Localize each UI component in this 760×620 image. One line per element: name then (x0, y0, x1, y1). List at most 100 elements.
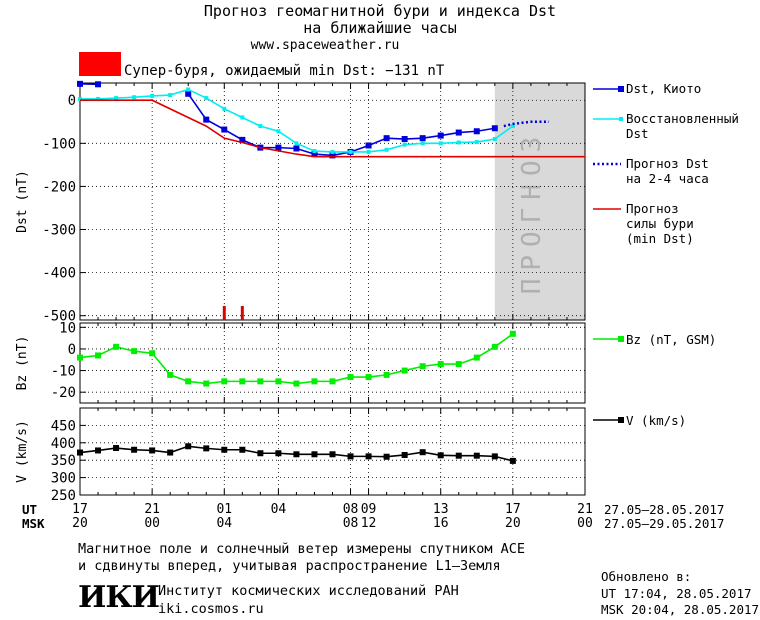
data-point (77, 354, 83, 361)
data-point (474, 140, 479, 145)
y-tick-label: -400 (42, 266, 76, 282)
institute-site[interactable]: iki.cosmos.ru (158, 601, 264, 617)
data-point (221, 126, 228, 133)
data-point (492, 137, 497, 142)
data-point (365, 453, 372, 460)
data-point (294, 141, 299, 146)
msk-tick-label: 20 (72, 516, 88, 531)
msk-tick-label: 00 (144, 516, 160, 531)
iki-logo: ИКИ (78, 580, 160, 615)
data-point (401, 367, 408, 374)
data-point (293, 145, 300, 152)
legend-dst-forecast-2: на 2-4 часа (626, 171, 709, 186)
data-point (473, 452, 480, 459)
data-point (347, 453, 354, 460)
data-point (455, 452, 462, 459)
y-tick-label: -10 (51, 364, 76, 380)
data-point (239, 446, 246, 453)
legend-marker (618, 86, 624, 92)
data-point (419, 135, 426, 142)
data-point (203, 116, 210, 123)
data-point (293, 451, 300, 458)
legend-dst-restored-1: Восстановленный (626, 111, 739, 126)
data-point (311, 151, 318, 158)
y-axis-label: V (km/s) (15, 420, 30, 483)
data-point (455, 129, 462, 136)
msk-date-range: 27.05–29.05.2017 (604, 516, 725, 531)
data-point (275, 378, 282, 385)
data-point (185, 443, 192, 450)
data-point (96, 96, 101, 101)
data-point (77, 80, 83, 87)
legend-storm-forecast-3: (min Dst) (626, 231, 694, 246)
data-point (473, 354, 480, 361)
chart-title: Прогноз геомагнитной бури и индекса Dst (203, 2, 557, 20)
ut-tick-label: 21 (144, 502, 160, 517)
data-point (510, 124, 515, 129)
data-point (222, 106, 227, 111)
data-point (347, 374, 354, 381)
data-point (365, 374, 372, 381)
data-point (167, 449, 174, 456)
legend-dst-kyoto: Dst, Киото (626, 81, 702, 96)
storm-marker (240, 306, 244, 320)
y-tick-label: -300 (42, 223, 76, 239)
data-point (437, 132, 444, 139)
updated-label: Обновлено в: (601, 569, 692, 584)
data-point (239, 378, 246, 385)
ut-tick-label: 08 (343, 502, 359, 517)
data-point (365, 142, 372, 149)
msk-tick-label: 04 (216, 516, 232, 531)
chart-subtitle: на ближайшие часы (303, 19, 457, 37)
data-point (257, 450, 264, 457)
site-url[interactable]: www.spaceweather.ru (250, 38, 400, 53)
data-point (384, 147, 389, 152)
data-point (150, 93, 155, 98)
legend-dst-restored-2: Dst (626, 126, 649, 141)
ut-date-range: 27.05–28.05.2017 (604, 502, 725, 517)
alert-label: Супер-буря, ожидаемый min Dst: −131 nT (124, 63, 445, 79)
y-axis-label: Dst (nT) (15, 170, 30, 233)
data-point (95, 447, 102, 454)
series-line (79, 333, 514, 385)
legend-marker (618, 417, 624, 423)
data-point (329, 451, 336, 458)
data-point (455, 361, 462, 368)
data-point (383, 135, 390, 142)
data-point (419, 363, 426, 370)
msk-tick-label: 20 (505, 516, 521, 531)
data-point (113, 343, 120, 350)
data-point (402, 142, 407, 147)
data-point (78, 96, 82, 101)
data-point (491, 453, 498, 460)
data-point (311, 378, 318, 385)
data-point (275, 144, 282, 151)
y-tick-label: 400 (51, 436, 76, 452)
legend-marker (618, 336, 624, 342)
panel-frame (79, 322, 586, 404)
storm-marker (222, 306, 226, 320)
y-tick-label: -100 (42, 136, 76, 152)
data-point (239, 136, 246, 143)
ut-tick-label: 09 (361, 502, 377, 517)
alert-color-box (79, 52, 121, 76)
data-point (311, 451, 318, 458)
data-point (491, 125, 498, 132)
data-point (149, 447, 156, 454)
data-point (77, 449, 83, 456)
data-point (258, 124, 263, 129)
data-point (509, 330, 516, 337)
msk-tick-label: 00 (577, 516, 593, 531)
data-point (348, 149, 353, 154)
data-point (366, 149, 371, 154)
y-tick-label: 350 (51, 453, 76, 469)
y-axis-label: Bz (nT) (15, 336, 30, 391)
data-point (132, 95, 137, 100)
data-point (167, 371, 174, 378)
data-point (509, 457, 516, 464)
data-point (95, 81, 102, 88)
data-point (401, 136, 408, 143)
updated-msk: MSK 20:04, 28.05.2017 (601, 602, 760, 617)
ut-tick-label: 17 (505, 502, 521, 517)
